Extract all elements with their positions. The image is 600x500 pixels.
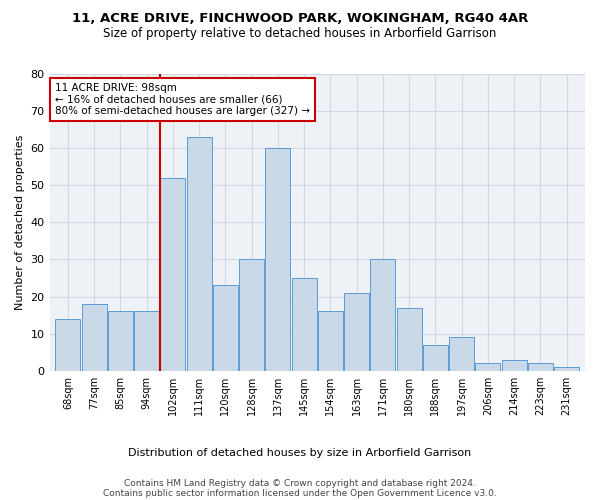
Bar — [370, 260, 395, 371]
Text: 11, ACRE DRIVE, FINCHWOOD PARK, WOKINGHAM, RG40 4AR: 11, ACRE DRIVE, FINCHWOOD PARK, WOKINGHA… — [72, 12, 528, 26]
Bar — [82, 304, 107, 371]
Bar — [449, 338, 474, 371]
Bar — [423, 345, 448, 371]
Text: Contains public sector information licensed under the Open Government Licence v3: Contains public sector information licen… — [103, 489, 497, 498]
Bar — [397, 308, 422, 371]
Bar — [292, 278, 317, 371]
Bar — [344, 293, 369, 371]
Y-axis label: Number of detached properties: Number of detached properties — [15, 134, 25, 310]
Bar — [318, 312, 343, 371]
Bar — [187, 137, 212, 371]
Bar — [502, 360, 527, 371]
Bar — [134, 312, 159, 371]
Bar — [265, 148, 290, 371]
Text: 11 ACRE DRIVE: 98sqm
← 16% of detached houses are smaller (66)
80% of semi-detac: 11 ACRE DRIVE: 98sqm ← 16% of detached h… — [55, 83, 310, 116]
Bar — [239, 260, 264, 371]
Bar — [160, 178, 185, 371]
Bar — [55, 319, 80, 371]
Text: Distribution of detached houses by size in Arborfield Garrison: Distribution of detached houses by size … — [128, 448, 472, 458]
Text: Size of property relative to detached houses in Arborfield Garrison: Size of property relative to detached ho… — [103, 28, 497, 40]
Bar — [475, 364, 500, 371]
Bar — [554, 367, 579, 371]
Bar — [528, 364, 553, 371]
Bar — [108, 312, 133, 371]
Text: Contains HM Land Registry data © Crown copyright and database right 2024.: Contains HM Land Registry data © Crown c… — [124, 479, 476, 488]
Bar — [213, 286, 238, 371]
